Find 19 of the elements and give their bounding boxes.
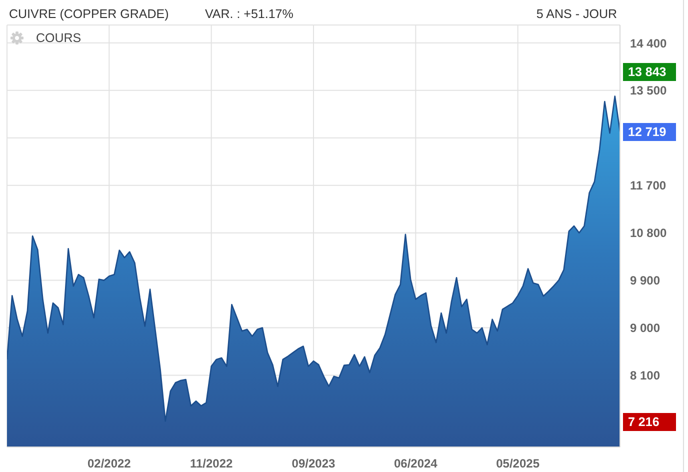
chart-title: CUIVRE (COPPER GRADE) [9,7,169,21]
x-tick-label: 02/2022 [87,456,132,471]
y-tick-label: 11 700 [630,178,666,193]
legend-label: COURS [36,31,82,45]
text: 13 843 [628,65,666,80]
text: 7 216 [628,414,660,429]
y-tick-label: 14 400 [630,36,668,50]
y-tick-label: 13 500 [630,84,668,98]
y-tick-label: 9 900 [630,274,660,288]
chart-subtitle: VAR. : +51.17% [205,7,294,21]
x-tick-label: 11/2022 [190,456,234,471]
y-tick-label: 10 800 [630,226,668,240]
text: 12 719 [628,124,666,139]
x-tick-label: 05/2025 [496,456,540,471]
y-tick-label: 9 000 [630,321,660,336]
x-tick-label: 06/2024 [394,456,438,471]
text: 5 ANS - JOUR [536,7,617,21]
x-tick-label: 09/2023 [292,456,336,471]
y-tick-label: 8 100 [630,368,660,383]
